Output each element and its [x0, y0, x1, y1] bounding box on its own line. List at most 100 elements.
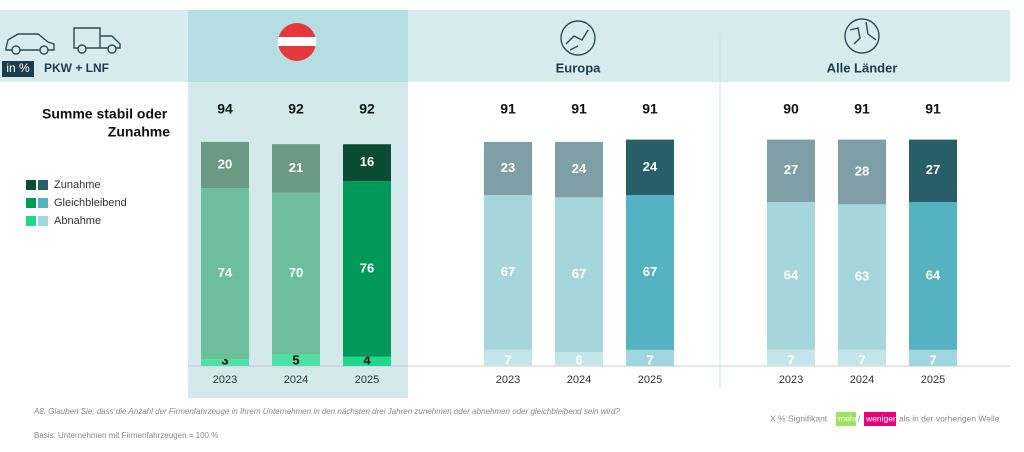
x-tick-label: 2023	[779, 374, 803, 386]
basis: Basis: Unternehmen mit Firmenfahrzeugen …	[34, 431, 218, 440]
footnote: A8. Glauben Sie, dass die Anzahl der Fir…	[33, 407, 620, 416]
bar-segment	[838, 349, 886, 366]
legend-swatch	[26, 198, 36, 208]
bar-segment	[555, 352, 603, 366]
value-label: 7	[504, 352, 511, 367]
value-label: 64	[784, 267, 799, 282]
value-label: 16	[360, 154, 374, 169]
x-tick-label: 2024	[284, 374, 308, 386]
legend-label: Abnahme	[54, 215, 101, 227]
legend-label: Gleichbleibend	[54, 197, 127, 209]
legend-swatch	[38, 180, 48, 190]
unit-badge	[2, 61, 34, 77]
value-label: 5	[292, 352, 299, 367]
value-label: 21	[289, 160, 303, 175]
bar-segment	[626, 139, 674, 196]
sig-sep: /	[858, 413, 861, 423]
sig-more-bg	[836, 412, 856, 426]
bar-segment	[484, 141, 532, 196]
bar-segment	[201, 141, 249, 189]
value-label: 20	[218, 156, 232, 171]
sig-prefix: X % Signifikant	[770, 413, 828, 423]
total-label: 92	[359, 101, 375, 117]
total-label: 90	[783, 101, 799, 117]
value-label: 6	[575, 352, 582, 367]
value-label: 24	[643, 159, 658, 174]
summary-label: Zunahme	[108, 124, 170, 140]
bar-segment	[555, 141, 603, 198]
value-label: 28	[855, 163, 869, 178]
bar-segment	[909, 139, 957, 202]
value-label: 7	[929, 352, 936, 367]
total-label: 94	[217, 101, 233, 117]
value-label: 7	[858, 352, 865, 367]
value-label: 64	[926, 267, 941, 282]
value-label: 23	[501, 160, 515, 175]
value-label: 76	[360, 260, 374, 275]
total-label: 91	[571, 101, 587, 117]
value-label: 63	[855, 269, 869, 284]
sig-less: weniger	[865, 413, 896, 423]
sig-less-bg	[864, 412, 896, 426]
value-label: 74	[218, 265, 233, 280]
bar-segment	[838, 139, 886, 205]
legend-swatch	[26, 180, 36, 190]
value-label: 4	[363, 352, 371, 367]
vehicles: PKW + LNF	[44, 61, 109, 75]
total-label: 91	[925, 101, 941, 117]
bar-segment	[484, 195, 532, 350]
unit: in %	[6, 61, 30, 75]
legend-swatch	[38, 216, 48, 226]
sig-more: mehr	[838, 413, 858, 423]
total-label: 91	[854, 101, 870, 117]
bar-segment	[626, 349, 674, 366]
bar-segment	[909, 201, 957, 350]
bar-segment	[201, 188, 249, 360]
x-tick-label: 2025	[921, 374, 945, 386]
x-tick-label: 2025	[355, 374, 379, 386]
globe-icons	[560, 18, 880, 56]
x-tick-label: 2023	[496, 374, 520, 386]
bar-segment	[272, 192, 320, 355]
vehicle-icons	[5, 27, 121, 55]
significance: X % Signifikant mehr / weniger als in de…	[770, 412, 1000, 426]
total-label: 91	[642, 101, 658, 117]
bar-segment	[909, 349, 957, 366]
bar-segment	[626, 195, 674, 350]
total-label: 91	[500, 101, 516, 117]
x-tick-label: 2025	[638, 374, 662, 386]
value-label: 3	[221, 352, 228, 367]
bar-segment	[838, 204, 886, 350]
legend-label: Zunahme	[54, 179, 100, 191]
value-label: 7	[787, 352, 794, 367]
bar-segment	[555, 197, 603, 353]
value-label: 67	[501, 264, 515, 279]
legend-swatch	[26, 216, 36, 226]
value-label: 27	[784, 162, 798, 177]
total-label: 92	[288, 101, 304, 117]
austria-flag	[278, 23, 316, 61]
x-tick-label: 2024	[567, 374, 591, 386]
x-tick-label: 2023	[213, 374, 237, 386]
bar-segment	[767, 349, 815, 366]
bar-segment	[343, 181, 391, 357]
value-label: 67	[643, 264, 657, 279]
sig-suffix: als in der vorherigen Welle	[899, 413, 1000, 423]
summary-label: Summe stabil oder	[42, 106, 168, 122]
value-label: 24	[572, 161, 587, 176]
bar-segment	[201, 359, 249, 366]
chart-title: Europa	[556, 60, 602, 75]
bar-segment	[767, 139, 815, 202]
value-label: 70	[289, 265, 303, 280]
value-label: 27	[926, 162, 940, 177]
bar-segment	[484, 349, 532, 366]
header-band	[0, 10, 1010, 82]
x-tick-label: 2024	[850, 374, 874, 386]
legend-swatch	[38, 198, 48, 208]
value-label: 67	[572, 266, 586, 281]
bar-segment	[272, 144, 320, 193]
chart-title: Alle Länder	[827, 60, 898, 75]
bar-segment	[343, 356, 391, 366]
bar-segment	[767, 201, 815, 350]
